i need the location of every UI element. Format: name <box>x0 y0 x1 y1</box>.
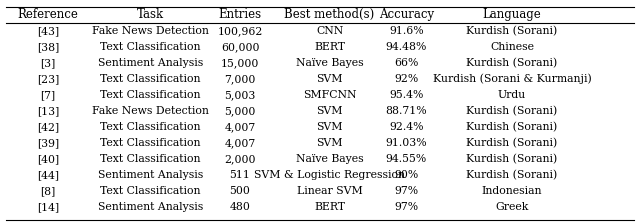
Text: Linear SVM: Linear SVM <box>297 186 362 196</box>
Text: Language: Language <box>483 8 541 21</box>
Text: BERT: BERT <box>314 202 345 212</box>
Text: Greek: Greek <box>495 202 529 212</box>
Text: 97%: 97% <box>394 202 419 212</box>
Text: Text Classification: Text Classification <box>100 186 201 196</box>
Text: SVM: SVM <box>316 122 343 132</box>
Text: Fake News Detection: Fake News Detection <box>92 106 209 116</box>
Text: Reference: Reference <box>17 8 79 21</box>
Text: 94.48%: 94.48% <box>386 42 427 52</box>
Text: [43]: [43] <box>37 26 59 36</box>
Text: Task: Task <box>137 8 164 21</box>
Text: Kurdish (Sorani): Kurdish (Sorani) <box>467 170 557 180</box>
Text: Naïve Bayes: Naïve Bayes <box>296 154 364 164</box>
Text: 60,000: 60,000 <box>221 42 259 52</box>
Text: Text Classification: Text Classification <box>100 122 201 132</box>
Text: SVM: SVM <box>316 138 343 148</box>
Text: Naïve Bayes: Naïve Bayes <box>296 58 364 68</box>
Text: BERT: BERT <box>314 42 345 52</box>
Text: Kurdish (Sorani): Kurdish (Sorani) <box>467 26 557 36</box>
Text: 4,007: 4,007 <box>225 122 255 132</box>
Text: Text Classification: Text Classification <box>100 42 201 52</box>
Text: SVM: SVM <box>316 74 343 84</box>
Text: Fake News Detection: Fake News Detection <box>92 26 209 36</box>
Text: 88.71%: 88.71% <box>385 106 428 116</box>
Text: Kurdish (Sorani): Kurdish (Sorani) <box>467 138 557 148</box>
Text: 95.4%: 95.4% <box>389 90 424 100</box>
Text: [38]: [38] <box>37 42 59 52</box>
Text: Text Classification: Text Classification <box>100 138 201 148</box>
Text: Sentiment Analysis: Sentiment Analysis <box>98 58 203 68</box>
Text: 91.03%: 91.03% <box>385 138 428 148</box>
Text: 480: 480 <box>230 202 250 212</box>
Text: Urdu: Urdu <box>498 90 526 100</box>
Text: [3]: [3] <box>40 58 56 68</box>
Text: 91.6%: 91.6% <box>389 26 424 36</box>
Text: [44]: [44] <box>37 170 59 180</box>
Text: Kurdish (Sorani): Kurdish (Sorani) <box>467 122 557 132</box>
Text: Kurdish (Sorani): Kurdish (Sorani) <box>467 58 557 68</box>
Text: 100,962: 100,962 <box>218 26 262 36</box>
Text: CNN: CNN <box>316 26 343 36</box>
Text: 15,000: 15,000 <box>221 58 259 68</box>
Text: 5,003: 5,003 <box>224 90 256 100</box>
Text: 2,000: 2,000 <box>224 154 256 164</box>
Text: [7]: [7] <box>40 90 56 100</box>
Text: 4,007: 4,007 <box>225 138 255 148</box>
Text: [14]: [14] <box>37 202 59 212</box>
Text: [39]: [39] <box>37 138 59 148</box>
Text: Accuracy: Accuracy <box>379 8 434 21</box>
Text: SMFCNN: SMFCNN <box>303 90 356 100</box>
Text: 511: 511 <box>230 170 250 180</box>
Text: [13]: [13] <box>37 106 59 116</box>
Text: Sentiment Analysis: Sentiment Analysis <box>98 202 203 212</box>
Text: Indonesian: Indonesian <box>482 186 542 196</box>
Text: 90%: 90% <box>394 170 419 180</box>
Text: 7,000: 7,000 <box>224 74 256 84</box>
Text: Entries: Entries <box>218 8 262 21</box>
Text: Kurdish (Sorani): Kurdish (Sorani) <box>467 106 557 116</box>
Text: 66%: 66% <box>394 58 419 68</box>
Text: 92.4%: 92.4% <box>389 122 424 132</box>
Text: SVM & Logistic Regression: SVM & Logistic Regression <box>254 170 405 180</box>
Text: 500: 500 <box>230 186 250 196</box>
Text: Text Classification: Text Classification <box>100 154 201 164</box>
Text: [23]: [23] <box>37 74 59 84</box>
Text: Kurdish (Sorani & Kurmanji): Kurdish (Sorani & Kurmanji) <box>433 73 591 84</box>
Text: 94.55%: 94.55% <box>386 154 427 164</box>
Text: Chinese: Chinese <box>490 42 534 52</box>
Text: Text Classification: Text Classification <box>100 74 201 84</box>
Text: 97%: 97% <box>394 186 419 196</box>
Text: Text Classification: Text Classification <box>100 90 201 100</box>
Text: 92%: 92% <box>394 74 419 84</box>
Text: [40]: [40] <box>37 154 59 164</box>
Text: 5,000: 5,000 <box>224 106 256 116</box>
Text: [8]: [8] <box>40 186 56 196</box>
Text: [42]: [42] <box>37 122 59 132</box>
Text: Kurdish (Sorani): Kurdish (Sorani) <box>467 154 557 164</box>
Text: Best method(s): Best method(s) <box>284 8 375 21</box>
Text: Sentiment Analysis: Sentiment Analysis <box>98 170 203 180</box>
Text: SVM: SVM <box>316 106 343 116</box>
